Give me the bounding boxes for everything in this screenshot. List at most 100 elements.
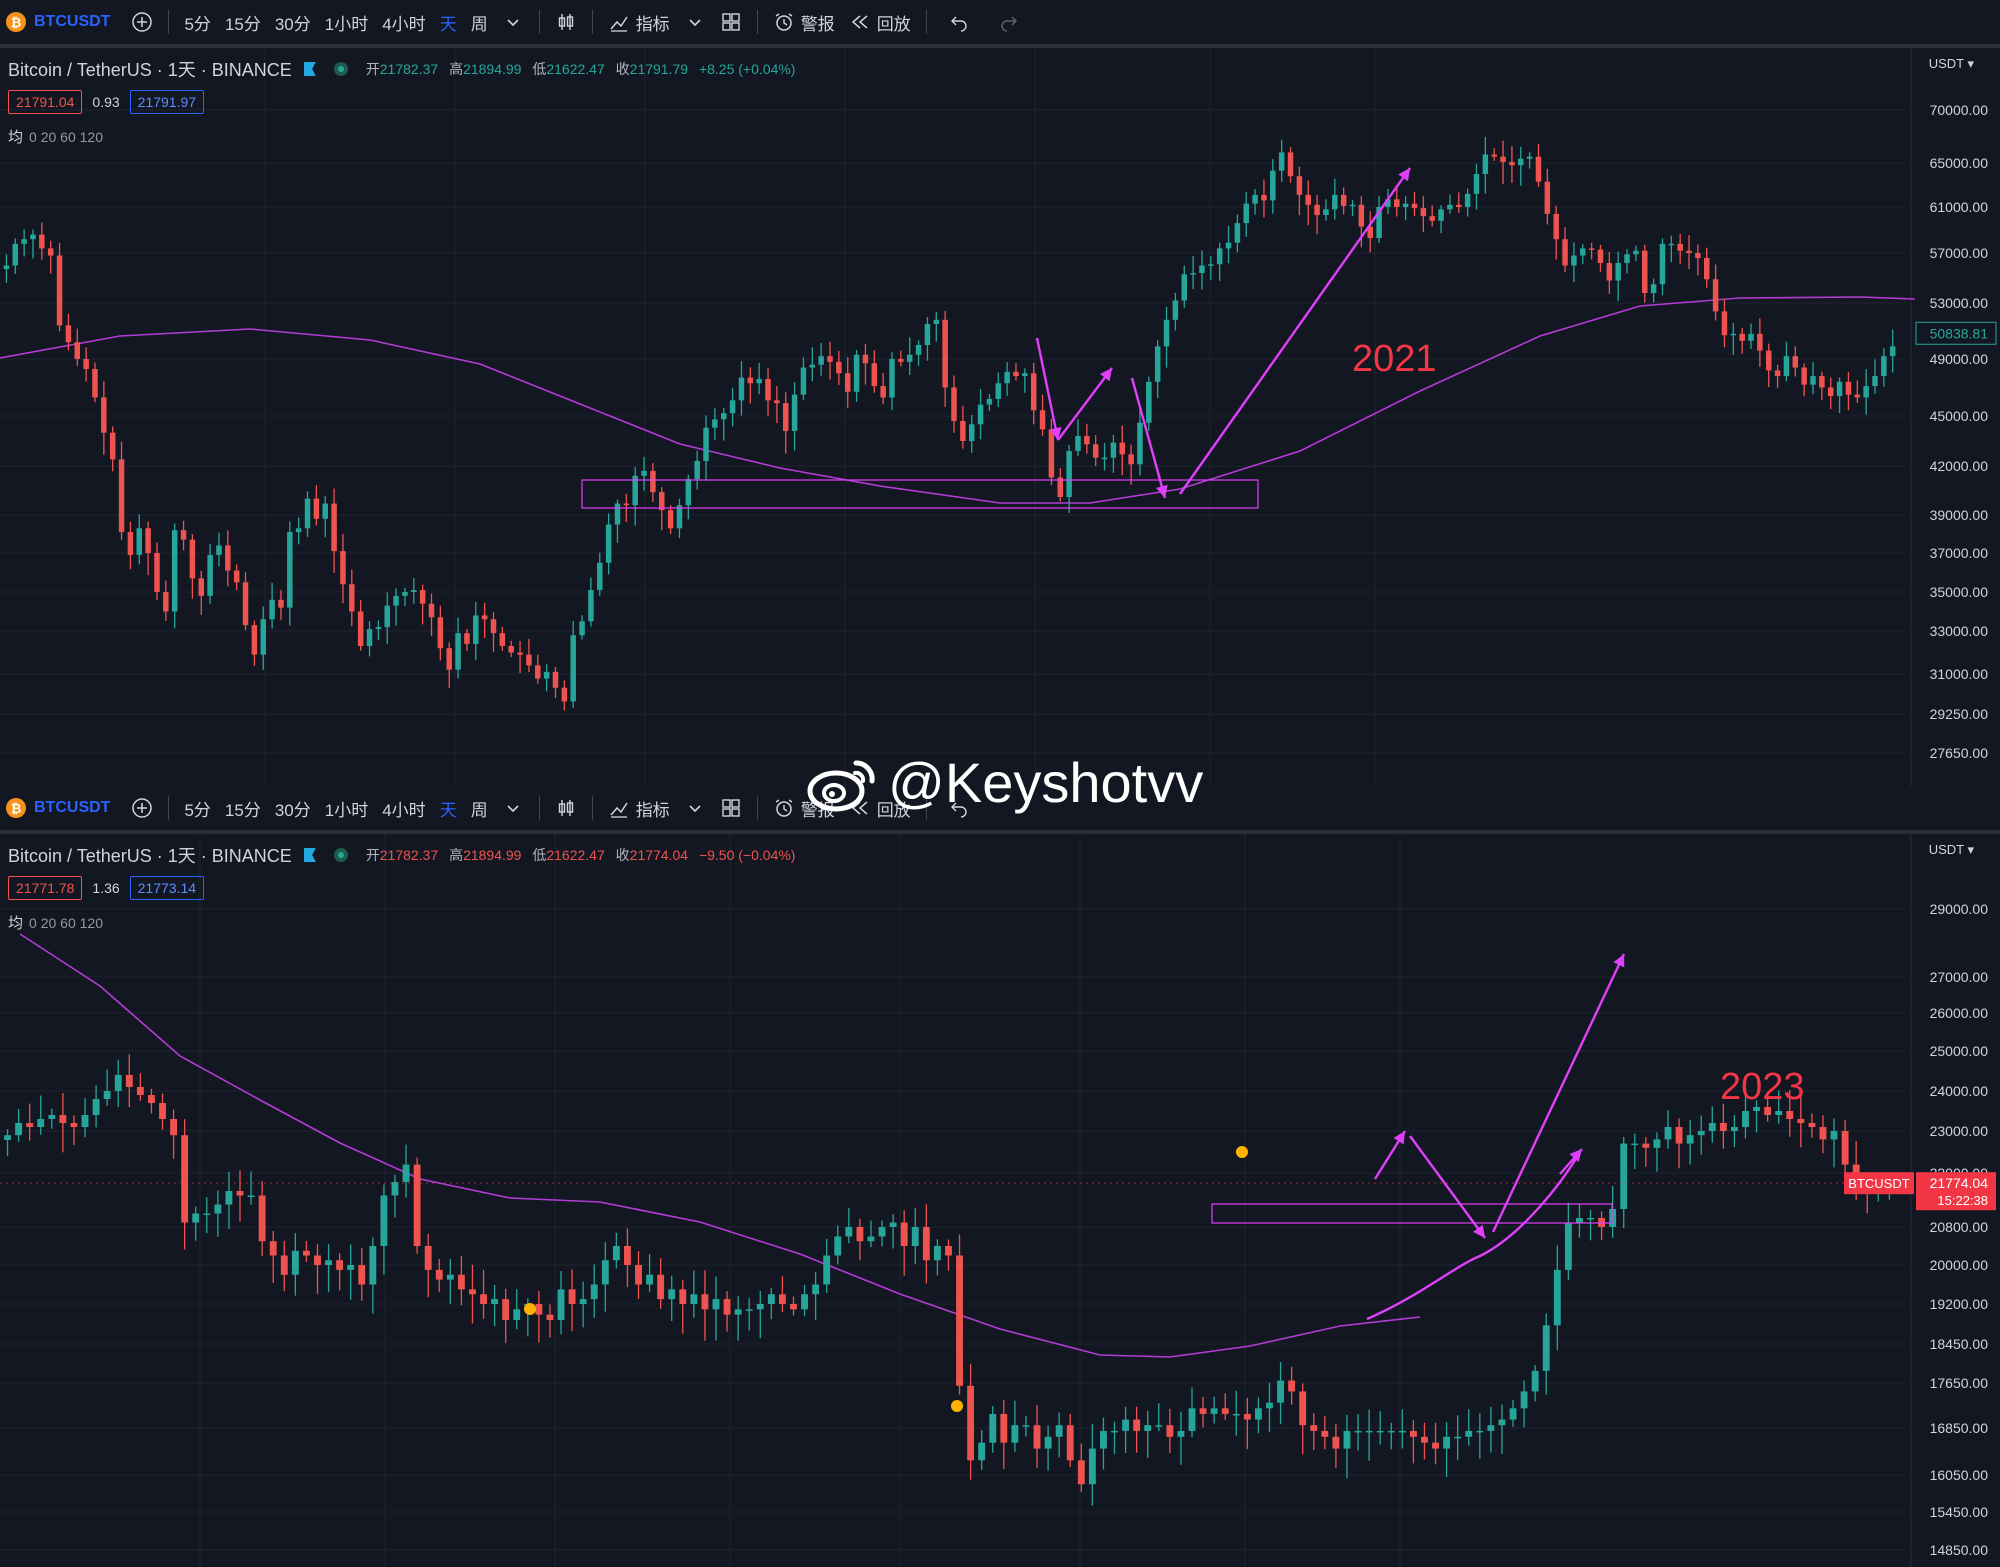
layouts-button[interactable]	[713, 786, 749, 830]
replay-button[interactable]: 回放	[842, 786, 918, 830]
layouts-button[interactable]	[713, 0, 749, 44]
candle-body	[1321, 1430, 1329, 1437]
add-symbol-button[interactable]	[124, 786, 160, 830]
divider	[756, 796, 758, 820]
candle-body	[1154, 346, 1161, 382]
indicators-dropdown[interactable]	[677, 786, 713, 830]
interval-15m[interactable]: 15分	[224, 14, 261, 34]
interval-1w[interactable]: 周	[470, 800, 488, 820]
buy-button[interactable]: 21773.14	[129, 876, 205, 900]
indicators-dropdown[interactable]	[677, 0, 713, 44]
candle-body	[203, 1213, 211, 1215]
redo-button[interactable]	[991, 0, 1027, 44]
interval-dropdown[interactable]	[495, 786, 531, 830]
market-status-icon[interactable]	[333, 848, 348, 862]
plus-circle-icon	[131, 11, 153, 33]
symbol-search[interactable]: BTCUSDT	[34, 799, 111, 816]
add-symbol-button[interactable]	[124, 0, 160, 44]
interval-15m[interactable]: 15分	[224, 800, 261, 820]
interval-30m[interactable]: 30分	[274, 14, 311, 34]
candle-body	[1482, 154, 1489, 174]
candle-body	[302, 1250, 310, 1256]
candle-body	[502, 1299, 510, 1320]
candle-body	[1048, 429, 1055, 478]
undo-button[interactable]	[941, 786, 977, 830]
candle-body	[136, 1087, 144, 1095]
watermark: @Keyshotvv	[806, 750, 1203, 815]
candle-body	[101, 397, 107, 433]
interval-4h[interactable]: 4小时	[382, 14, 426, 34]
chart-style-button[interactable]	[548, 786, 584, 830]
candle-body	[1343, 1430, 1351, 1449]
undo-button[interactable]	[941, 0, 977, 44]
interval-5m[interactable]: 5分	[184, 14, 211, 34]
candle-body	[862, 354, 869, 364]
flag-icon[interactable]	[303, 848, 316, 862]
interval-1w[interactable]: 周	[470, 14, 488, 34]
candle-body	[260, 619, 266, 655]
interval-30m[interactable]: 30分	[274, 800, 311, 820]
candle-body	[1498, 1419, 1506, 1426]
market-status-icon[interactable]	[333, 62, 348, 76]
currency-selector[interactable]: USDT ▾	[1928, 56, 1974, 71]
symbol-search[interactable]: BTCUSDT	[34, 13, 111, 30]
candle-body	[1447, 204, 1453, 210]
interval-1d[interactable]: 天	[439, 14, 457, 34]
flag-icon[interactable]	[303, 62, 316, 76]
candle-body	[1792, 356, 1799, 368]
sell-button[interactable]: 21771.78	[8, 876, 83, 900]
alert-button[interactable]: 警报	[766, 0, 842, 44]
candle-body	[657, 1274, 665, 1300]
candle-body	[543, 671, 550, 679]
currency-selector[interactable]: USDT ▾	[1928, 842, 1974, 857]
candle-body	[391, 1182, 399, 1196]
interval-1d[interactable]: 天	[439, 800, 457, 820]
replay-button[interactable]: 回放	[842, 0, 918, 44]
candle-body	[1819, 1127, 1827, 1140]
plus-circle-icon	[131, 797, 153, 819]
candle-body	[1077, 1460, 1085, 1485]
candle-body	[48, 1115, 56, 1119]
candle-body	[1022, 373, 1028, 377]
interval-5m[interactable]: 5分	[184, 800, 211, 820]
buy-button[interactable]: 21791.97	[129, 90, 205, 114]
candlestick-chart[interactable]: 29000.00 27000.00 26000.00 25000.00 24000.00…	[0, 786, 2000, 1567]
candle-body	[499, 633, 506, 647]
candle-body	[437, 617, 444, 649]
candle-body	[114, 1075, 122, 1091]
candle-body	[526, 654, 532, 666]
candle-body	[331, 503, 337, 552]
candle-body	[15, 1123, 23, 1136]
indicators-button[interactable]: 指标	[601, 0, 677, 44]
interval-1h[interactable]: 1小时	[324, 800, 369, 820]
candle-body	[1075, 436, 1081, 451]
interval-1h[interactable]: 1小时	[324, 14, 369, 34]
candlestick-chart[interactable]: 70000.00 65000.00 61000.00 57000.00 53000.00…	[0, 0, 2000, 786]
candle-body	[225, 545, 231, 571]
candle-body	[1044, 1436, 1052, 1449]
candle-body	[1642, 250, 1648, 293]
chart-title: Bitcoin / TetherUS · 1天 · BINANCE	[8, 846, 292, 866]
candle-body	[1394, 199, 1400, 207]
candle-body	[956, 1255, 963, 1386]
price-tag-label: 21774.04	[1930, 1175, 1989, 1191]
candle-body	[557, 1289, 565, 1320]
y-tick-label: 16850.00	[1930, 1420, 1989, 1436]
price-tag	[1915, 321, 1997, 345]
indicators-button[interactable]: 指标	[601, 786, 677, 830]
chart-panel-2023: ₿ BTCUSDT 5分 15分 30分 1小时 4小时 天 周 指标	[0, 786, 2000, 1567]
candle-body	[1587, 1218, 1594, 1220]
candle-body	[3, 265, 10, 269]
candle-body	[1712, 279, 1719, 312]
interval-4h[interactable]: 4小时	[382, 800, 426, 820]
interval-dropdown[interactable]	[495, 0, 531, 44]
sell-button[interactable]: 21791.04	[8, 90, 83, 114]
candle-body	[1836, 381, 1843, 397]
candles-icon	[555, 11, 577, 33]
chart-style-button[interactable]	[548, 0, 584, 44]
candle-body	[1033, 1425, 1041, 1449]
candle-body	[1166, 1425, 1174, 1437]
y-tick-label: 31000.00	[1930, 666, 1989, 682]
